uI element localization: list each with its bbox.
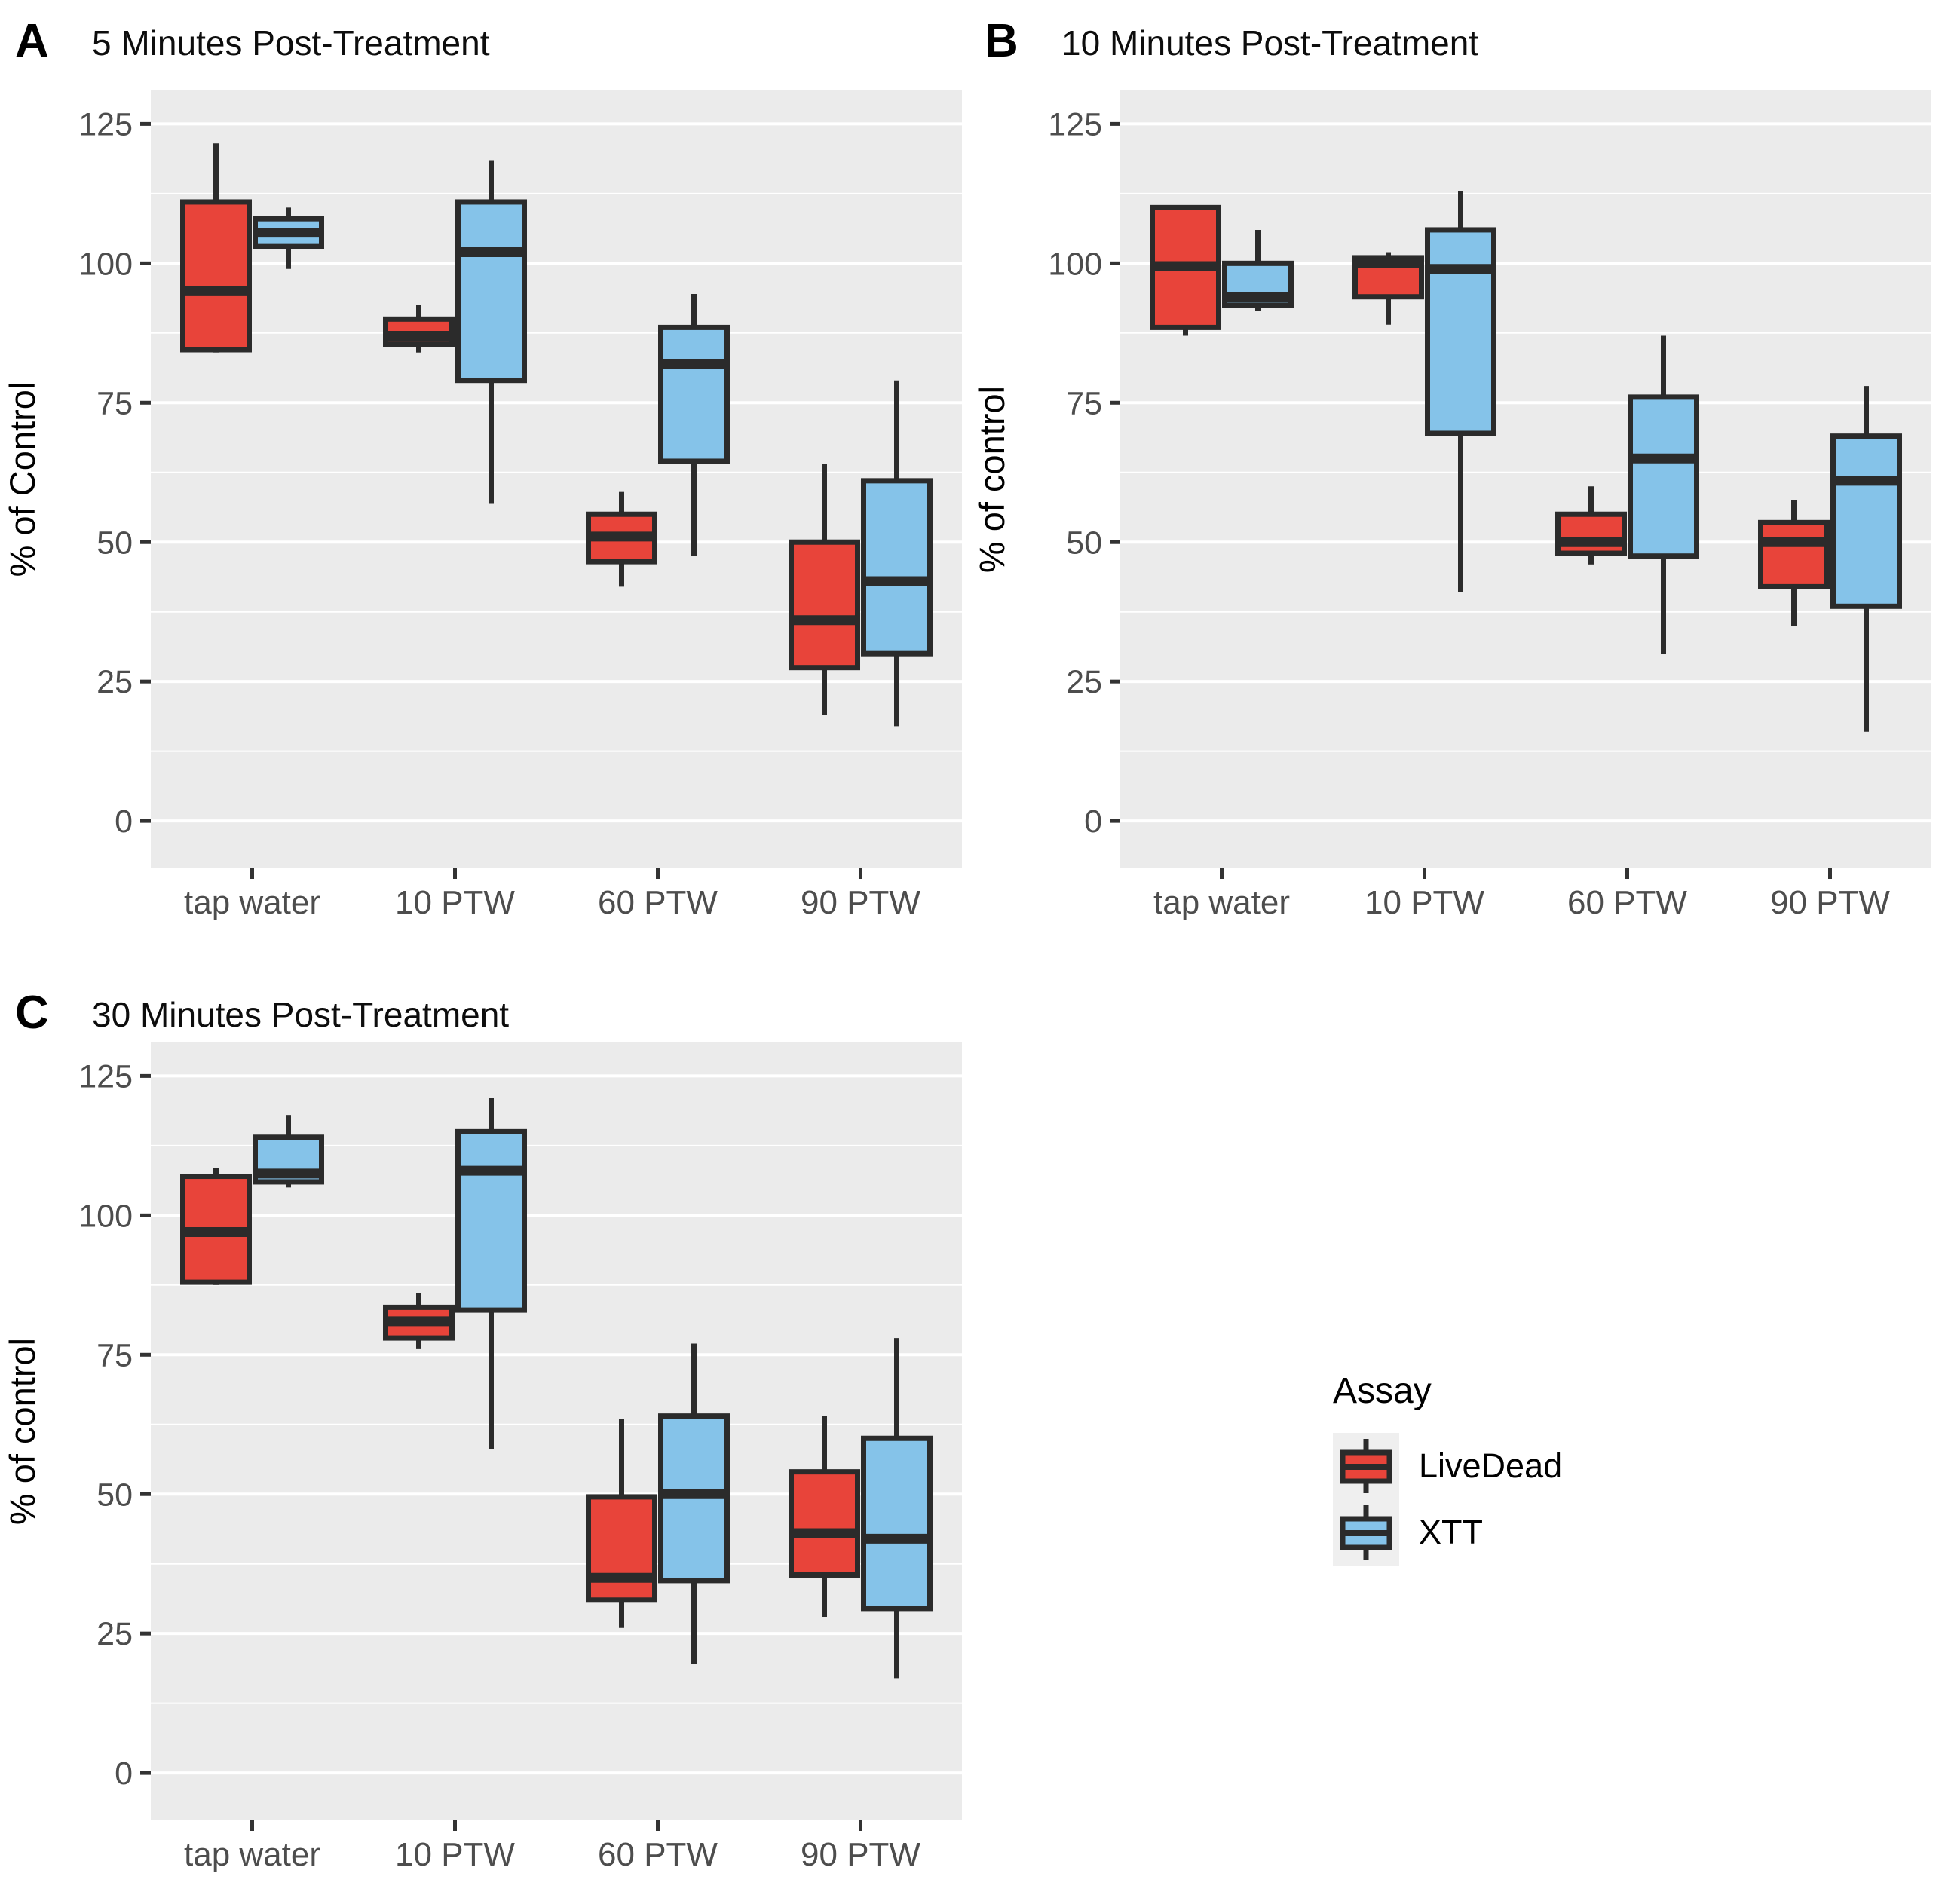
y-tick-label: 0 xyxy=(115,804,133,840)
x-tick-label: tap water xyxy=(184,884,320,921)
x-tick-label: 90 PTW xyxy=(801,884,920,921)
livedead-box-tap-water xyxy=(180,143,252,353)
x-tick-label: 10 PTW xyxy=(395,884,515,921)
legend-label-livedead: LiveDead xyxy=(1419,1446,1563,1485)
x-tick-label: 60 PTW xyxy=(598,1836,718,1873)
x-tick-label: 10 PTW xyxy=(1365,884,1484,921)
y-tick-label: 75 xyxy=(96,385,133,421)
xtt-box-tap-water xyxy=(1222,229,1294,311)
legend-title: Assay xyxy=(1333,1371,1432,1411)
legend-entry-livedead: LiveDead xyxy=(1333,1433,1562,1499)
livedead-box-90-PTW xyxy=(789,464,860,715)
legend-label-xtt: XTT xyxy=(1419,1513,1483,1551)
panel-a-letter: A xyxy=(15,15,49,67)
x-tick-label: 10 PTW xyxy=(395,1836,515,1873)
xtt-box-60-PTW xyxy=(1628,335,1699,654)
y-tick-label: 0 xyxy=(1084,804,1102,840)
xtt-box-tap-water xyxy=(253,1115,324,1188)
y-tick-label: 25 xyxy=(96,1616,133,1652)
xtt-box-60-PTW xyxy=(658,294,730,556)
y-tick-label: 100 xyxy=(1048,246,1102,282)
x-tick-label: 60 PTW xyxy=(1567,884,1687,921)
panel-b-title: 10 Minutes Post-Treatment xyxy=(1061,23,1479,63)
panel-c: 0 25 50 75 100 125 tap water 10 PTW 60 PTW 90 PTW… xyxy=(0,952,970,1904)
y-tick-label: 125 xyxy=(78,106,133,142)
xtt-box-90-PTW xyxy=(1830,386,1902,732)
livedead-box-10-PTW xyxy=(1352,252,1424,325)
panel-c-title: 30 Minutes Post-Treatment xyxy=(92,995,510,1034)
panel-c-letter: C xyxy=(15,987,49,1039)
y-axis-title: % of control xyxy=(2,1338,42,1525)
y-tick-label: 25 xyxy=(1066,664,1102,700)
livedead-box-60-PTW xyxy=(1555,486,1627,565)
livedead-box-tap-water xyxy=(1150,204,1221,336)
x-tick-label: 90 PTW xyxy=(1770,884,1890,921)
livedead-box-60-PTW xyxy=(586,491,657,587)
panel-b-boxplot-chart: 0 25 50 75 100 125 tap water 10 PTW 60 PTW 90 PTW… xyxy=(972,90,1931,921)
x-tick-label: 60 PTW xyxy=(598,884,718,921)
livedead-box-tap-water xyxy=(180,1168,252,1285)
panel-a-boxplot-chart: 0 25 50 75 100 125 tap water 10 PTW 60 PTW 90 PTW… xyxy=(2,90,962,921)
assay-legend: Assay LiveDead XTT xyxy=(1333,1370,1562,1566)
y-tick-label: 125 xyxy=(1048,106,1102,142)
xtt-box-90-PTW xyxy=(861,380,933,727)
y-tick-label: 75 xyxy=(1066,385,1102,421)
xtt-boxplot-key-icon xyxy=(1333,1499,1399,1566)
y-axis-title: % of control xyxy=(972,386,1012,573)
panel-background xyxy=(1120,90,1931,868)
y-tick-label: 100 xyxy=(78,246,133,282)
panel-c-boxplot-chart: 0 25 50 75 100 125 tap water 10 PTW 60 PTW 90 PTW… xyxy=(2,1042,962,1873)
panel-a-title: 5 Minutes Post-Treatment xyxy=(92,23,490,63)
y-tick-label: 25 xyxy=(96,664,133,700)
xtt-box-10-PTW xyxy=(455,1097,527,1450)
y-axis-title: % of Control xyxy=(2,382,42,577)
livedead-box-90-PTW xyxy=(789,1416,860,1617)
y-tick-label: 50 xyxy=(96,525,133,561)
xtt-box-tap-water xyxy=(253,207,324,269)
y-tick-label: 50 xyxy=(1066,525,1102,561)
y-tick-label: 0 xyxy=(115,1756,133,1792)
panel-a: 0 25 50 75 100 125 tap water 10 PTW 60 PTW 90 PTW… xyxy=(0,0,970,952)
livedead-box-10-PTW xyxy=(383,305,455,353)
legend-entry-xtt: XTT xyxy=(1333,1499,1562,1566)
panel-b-letter: B xyxy=(985,15,1019,67)
livedead-box-90-PTW xyxy=(1758,500,1830,626)
xtt-box-60-PTW xyxy=(658,1343,730,1664)
xtt-box-90-PTW xyxy=(861,1338,933,1679)
livedead-boxplot-key-icon xyxy=(1333,1433,1399,1499)
y-tick-label: 125 xyxy=(78,1058,133,1094)
panel-b: 0 25 50 75 100 125 tap water 10 PTW 60 PTW 90 PTW… xyxy=(970,0,1939,952)
livedead-box-60-PTW xyxy=(586,1419,657,1628)
livedead-box-10-PTW xyxy=(383,1293,455,1349)
x-tick-label: tap water xyxy=(1153,884,1290,921)
y-tick-label: 75 xyxy=(96,1337,133,1373)
xtt-box-10-PTW xyxy=(1425,191,1496,592)
x-tick-label: tap water xyxy=(184,1836,320,1873)
x-tick-label: 90 PTW xyxy=(801,1836,920,1873)
xtt-box-10-PTW xyxy=(455,160,527,504)
y-tick-label: 50 xyxy=(96,1477,133,1513)
y-tick-label: 100 xyxy=(78,1198,133,1234)
